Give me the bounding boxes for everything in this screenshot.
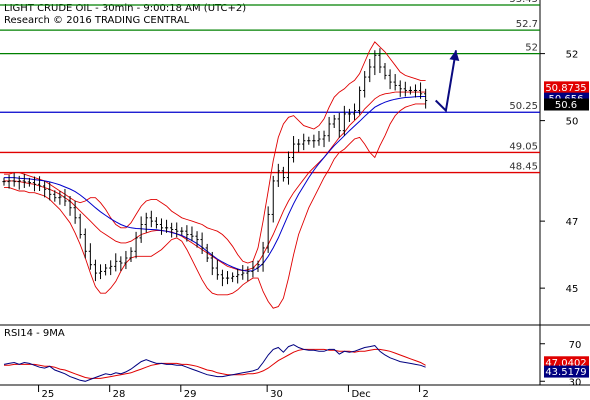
rsi-label: RSI14 - 9MA [4, 328, 65, 339]
rsi-tag-box-1 [544, 365, 589, 378]
bb-upper-line [4, 41, 426, 264]
price-tick-label: 50 [566, 117, 579, 128]
price-tick-label: 52 [566, 50, 579, 61]
rsi-tick-label: 70 [569, 340, 582, 351]
rsi-line [3, 344, 426, 382]
moving-average-line [4, 96, 426, 272]
rsi-ma-line [4, 348, 426, 379]
price-tag-label-0: 50.8735 [545, 83, 586, 94]
price-tick-label: 45 [566, 284, 579, 295]
rsi-tag-label-1: 43.5179 [545, 367, 586, 378]
rsi-tag-box-0 [544, 356, 589, 369]
rsi-tag-label-0: 47.0402 [545, 358, 586, 369]
time-tick-label-1: 28 [113, 389, 126, 400]
price-tick-label: 47 [566, 217, 579, 228]
level-label-3: 50.25 [509, 101, 538, 112]
rsi-tick-label: 30 [569, 377, 582, 388]
price-tag-box-0 [544, 81, 589, 94]
level-label-0: 53.45 [509, 0, 538, 5]
level-label-1: 52.7 [516, 19, 538, 30]
time-tick-label-5: 2 [423, 389, 429, 400]
bb-lower-line [4, 103, 426, 309]
forecast-arrow-line [434, 50, 457, 113]
time-tick-label-3: 30 [270, 389, 283, 400]
time-tick-label-4: Dec [351, 389, 370, 400]
level-label-2: 52 [525, 43, 538, 54]
price-tag-label-2: 50.6 [555, 100, 577, 111]
forecast-arrow-head [449, 50, 460, 61]
chart-subtitle: Research © 2016 TRADING CENTRAL [4, 15, 190, 26]
bb-middle-line [4, 91, 426, 272]
chart-title: LIGHT CRUDE OIL - 30min - 9:00:18 AM (UT… [4, 3, 246, 14]
time-tick-label-2: 29 [184, 389, 197, 400]
level-label-5: 48.45 [509, 162, 538, 173]
price-tag-box-2 [544, 98, 589, 111]
time-tick-label-0: 25 [42, 389, 55, 400]
level-label-4: 49.05 [509, 141, 538, 152]
